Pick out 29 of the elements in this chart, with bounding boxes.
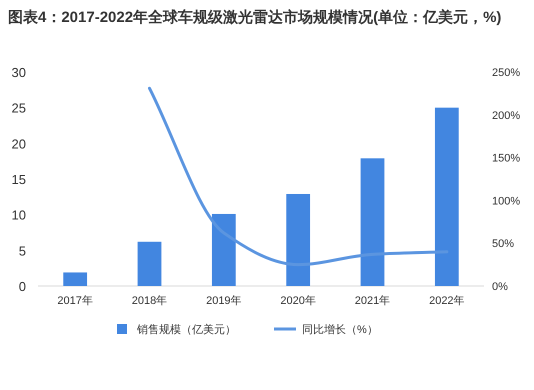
bar (138, 242, 162, 286)
y2-tick-label: 200% (492, 110, 520, 122)
y2-tick-label: 100% (492, 195, 520, 208)
y-tick-label: 20 (12, 136, 26, 152)
y2-tick-label: 250% (492, 67, 520, 79)
y2-tick-label: 0% (492, 281, 508, 293)
y2-tick-label: 150% (492, 152, 520, 165)
bar (286, 194, 310, 286)
bar (434, 108, 459, 286)
bar (63, 272, 88, 286)
x-tick-label: 2019年 (206, 295, 242, 307)
bar (212, 214, 236, 286)
y-tick-label: 5 (18, 243, 26, 258)
chart-title: 图表4：2017-2022年全球车规级激光雷达市场规模情况(单位：亿美元，%) (8, 8, 502, 26)
legend-label: 销售规模（亿美元） (136, 323, 236, 336)
x-tick-label: 2017年 (57, 295, 93, 307)
legend-label: 同比增长（%） (302, 323, 378, 336)
line-series (148, 86, 448, 266)
y-tick-label: 10 (12, 208, 26, 223)
y-tick-label: 30 (12, 65, 26, 80)
x-tick-label: 2020年 (280, 295, 316, 307)
bar (360, 158, 384, 286)
x-tick-label: 2021年 (354, 295, 390, 307)
y-tick-label: 15 (12, 172, 26, 187)
y-tick-label: 25 (12, 100, 26, 116)
x-tick-label: 2022年 (429, 295, 465, 307)
x-tick-label: 2018年 (132, 295, 168, 307)
y2-tick-label: 50% (492, 238, 514, 250)
y-tick-label: 0 (18, 279, 26, 294)
